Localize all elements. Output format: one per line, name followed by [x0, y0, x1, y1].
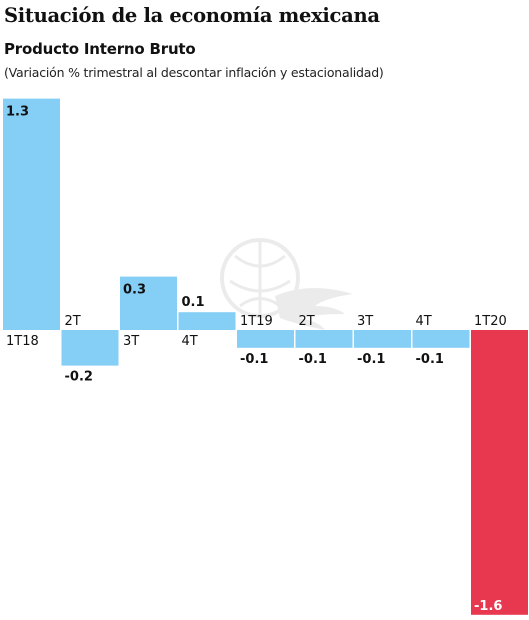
data-label: 0.3 [123, 283, 146, 298]
category-label: 3T [123, 334, 139, 349]
data-label: -1.6 [474, 599, 502, 614]
category-label: 2T [299, 314, 315, 329]
category-label: 2T [65, 314, 81, 329]
bar [471, 330, 528, 615]
chart-title: Situación de la economía mexicana [4, 4, 380, 27]
category-label: 4T [182, 334, 198, 349]
emblem-watermark [220, 238, 353, 330]
data-label: -0.1 [240, 352, 268, 367]
category-label: 1T20 [474, 314, 507, 329]
category-label: 3T [357, 314, 373, 329]
data-label: -0.2 [65, 370, 93, 385]
category-label: 4T [416, 314, 432, 329]
bar [237, 330, 294, 348]
data-label: -0.1 [357, 352, 385, 367]
data-label: -0.1 [416, 352, 444, 367]
data-label: -0.1 [299, 352, 327, 367]
data-label: 1.3 [6, 105, 29, 120]
bar [3, 98, 60, 330]
chart-subtitle: Producto Interno Bruto [4, 40, 196, 58]
category-label: 1T18 [6, 334, 39, 349]
chart-note: (Variación % trimestral al descontar inf… [4, 65, 384, 80]
category-label: 1T19 [240, 314, 273, 329]
bar [178, 312, 236, 330]
bar [295, 330, 353, 348]
bar [61, 330, 119, 366]
bar [412, 330, 470, 348]
bar [120, 276, 177, 330]
data-label: 0.1 [182, 295, 205, 310]
bar [354, 330, 411, 348]
